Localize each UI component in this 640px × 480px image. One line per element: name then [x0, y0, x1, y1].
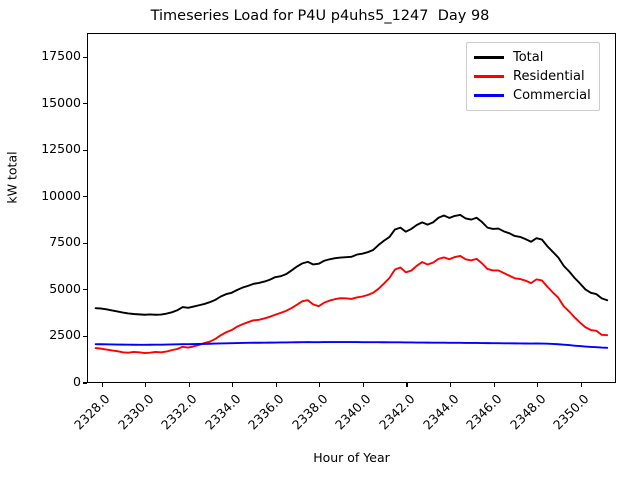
x-axis-label: Hour of Year [313, 450, 390, 465]
chart-legend: Total Residential Commercial [466, 42, 600, 111]
x-tick-mark [580, 383, 582, 387]
legend-swatch-icon [474, 94, 504, 97]
y-tick-mark [83, 196, 87, 198]
y-tick-label: 7500 [49, 234, 81, 250]
x-axis: 2328.0 2330.0 2332.0 2334.0 2336.0 2338.0 2340… [71, 383, 616, 473]
y-tick-mark [83, 289, 87, 291]
x-tick-mark [450, 383, 452, 387]
y-tick-label: 2500 [49, 327, 81, 343]
y-tick-mark [83, 149, 87, 151]
x-tick-mark [101, 383, 103, 387]
x-tick-mark [232, 383, 234, 387]
y-tick-mark [83, 335, 87, 337]
legend-label: Commercial [513, 88, 591, 103]
y-tick-mark [83, 56, 87, 58]
y-tick-label: 17500 [41, 48, 81, 64]
y-tick-label: 12500 [41, 141, 81, 157]
x-tick-mark [319, 383, 321, 387]
y-tick-label: 10000 [41, 187, 81, 203]
legend-item-commercial[interactable]: Commercial [474, 86, 591, 105]
chart-title: Timeseries Load for P4U p4uhs5_1247 Day … [150, 8, 490, 24]
x-tick-mark [275, 383, 277, 387]
y-tick-label: 5000 [49, 280, 81, 296]
legend-swatch-icon [474, 56, 504, 59]
plot-lines [94, 214, 609, 355]
y-tick-label: 15000 [41, 94, 81, 110]
x-tick-mark [145, 383, 147, 387]
legend-item-residential[interactable]: Residential [474, 67, 591, 86]
legend-label: Residential [513, 69, 585, 84]
legend-item-total[interactable]: Total [474, 48, 591, 67]
series-line-commercial [94, 341, 609, 349]
x-tick-mark [493, 383, 495, 387]
y-tick-label: 0 [73, 374, 81, 389]
series-line-residential [94, 254, 609, 355]
y-axis: 0 2500 5000 7500 10000 12500 15000 17500 [0, 33, 87, 389]
y-tick-mark [83, 103, 87, 105]
x-tick-mark [406, 383, 408, 387]
y-tick-mark [83, 382, 87, 384]
x-tick-mark [188, 383, 190, 387]
legend-swatch-icon [474, 75, 504, 78]
y-axis-label: kW total [4, 151, 20, 204]
x-tick-mark [362, 383, 365, 387]
x-tick-mark [537, 383, 539, 387]
legend-label: Total [513, 50, 544, 65]
y-tick-mark [83, 242, 87, 244]
series-line-total [94, 214, 609, 316]
